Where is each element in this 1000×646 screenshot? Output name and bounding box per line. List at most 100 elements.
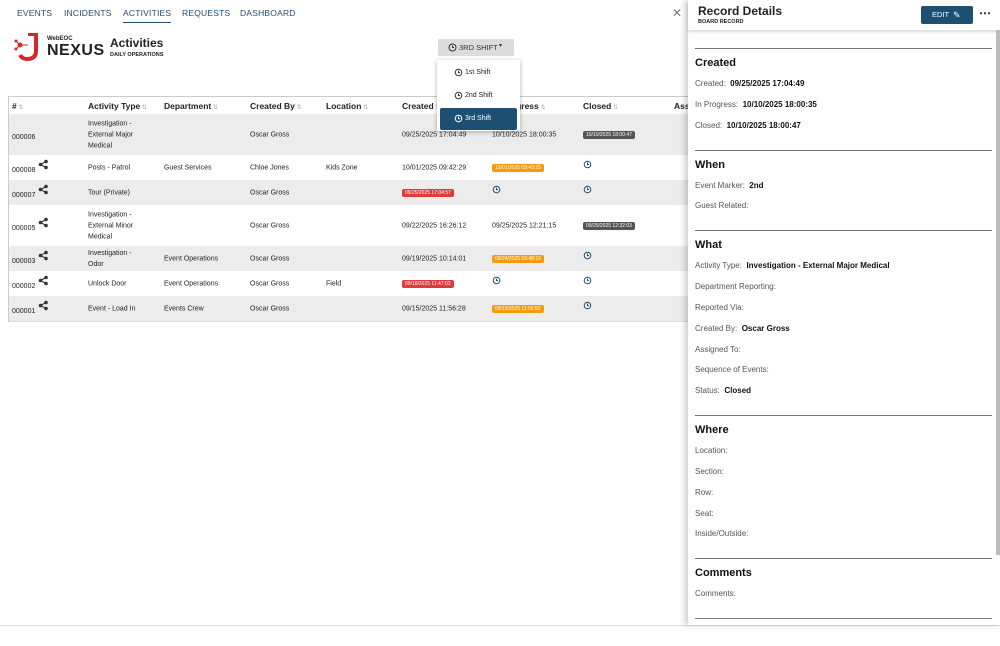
field: Closed: 10/10/2025 18:00:47 <box>695 121 801 130</box>
shift-option[interactable]: 1st Shift <box>440 62 517 84</box>
page-title: Activities <box>110 36 164 50</box>
column-header[interactable]: Created By ⇅ <box>250 101 302 111</box>
status-badge: 09/24/2025 09:48:16 <box>492 254 544 263</box>
nav-tab[interactable]: INCIDENTS <box>64 8 112 18</box>
brand-name: NEXUS <box>47 42 105 59</box>
section-divider <box>695 48 992 49</box>
table-row[interactable]: 000006 Investigation - External Major Med… <box>9 114 709 156</box>
column-header[interactable]: Closed ⇅ <box>583 101 619 111</box>
department: Event Operations <box>164 280 219 287</box>
record-id: 000005 <box>12 224 36 232</box>
field: Status: Closed <box>695 386 751 395</box>
share-icon <box>38 217 48 227</box>
record-id: 000006 <box>12 133 36 141</box>
field-label: Created: <box>695 79 726 88</box>
sort-icon[interactable]: ⇅ <box>361 105 369 111</box>
section-heading: What <box>695 239 722 252</box>
record-id: 000008 <box>12 166 36 174</box>
section-divider <box>695 618 992 619</box>
field-value: Oscar Gross <box>741 323 790 333</box>
record-panel: Record Details BOARD RECORD EDIT ✎ ⋯ Cre… <box>688 0 1000 625</box>
shift-option[interactable]: 2nd Shift <box>440 85 517 107</box>
created-by: Oscar Gross <box>250 189 290 196</box>
table-row[interactable]: 000007 Tour (Private) Oscar Gross 09/25/202… <box>9 180 709 206</box>
location: Kids Zone <box>326 164 358 171</box>
shift-option-label: 3rd Shift <box>465 115 492 122</box>
activity-type: Investigation - External Major Medical <box>88 120 134 149</box>
panel-header: Record Details BOARD RECORD EDIT ✎ ⋯ <box>688 0 1000 30</box>
field: Row: <box>695 488 713 497</box>
table-row[interactable]: 000005 Investigation - External Minor Med… <box>9 205 709 247</box>
field-value: Closed <box>724 386 752 396</box>
column-header[interactable]: Activity Type ⇅ <box>88 101 147 111</box>
section-divider <box>695 415 992 417</box>
field: Seat: <box>695 509 714 518</box>
share-icon <box>38 250 48 260</box>
column-header[interactable]: Location ⇅ <box>326 101 369 111</box>
location: Field <box>326 280 342 287</box>
table-row[interactable]: 000001 Event - Load In Events Crew Oscar Gr… <box>9 296 709 322</box>
activity-type: Event - Load In <box>88 305 136 312</box>
department: Events Crew <box>164 305 204 312</box>
record-id: 000007 <box>12 191 36 199</box>
activity-type: Posts - Patrol <box>88 164 131 171</box>
section-heading: Where <box>695 424 729 437</box>
created-by: Oscar Gross <box>250 280 290 287</box>
scrollbar <box>996 30 1000 555</box>
sort-icon[interactable]: ⇅ <box>538 105 546 111</box>
nav-tab[interactable]: ACTIVITIES <box>123 8 172 23</box>
nav-tab[interactable]: EVENTS <box>17 8 53 18</box>
more-button[interactable]: ⋯ <box>979 6 991 20</box>
section-heading: When <box>695 158 725 171</box>
edit-button[interactable]: EDIT ✎ <box>921 6 973 24</box>
status-badge: 10/10/2025 18:00:47 <box>583 130 635 139</box>
status-badge: 09/18/2025 11:47:03 <box>402 279 454 288</box>
edit-label: EDIT <box>932 10 950 19</box>
field-label: Activity Type: <box>695 261 742 271</box>
field: Section: <box>695 467 724 476</box>
table-row[interactable]: 000008 Posts - Patrol Guest Services Chloe … <box>9 155 709 181</box>
field: Department Reporting: <box>695 282 776 291</box>
clock-icon <box>492 185 501 193</box>
timestamp: 09/25/2025 12:21:15 <box>492 222 557 229</box>
section-divider <box>695 558 992 560</box>
sort-icon[interactable]: ⇅ <box>140 105 147 111</box>
sort-icon[interactable]: ⇅ <box>611 105 619 111</box>
field: Reported Via: <box>695 303 744 312</box>
field-label: Seat: <box>695 508 714 518</box>
column-header[interactable]: Created ⇅ <box>402 101 440 111</box>
field: In Progress: 10/10/2025 18:00:35 <box>695 100 817 109</box>
sort-icon[interactable]: ⇅ <box>294 105 302 111</box>
field-label: Location: <box>695 446 728 456</box>
column-header[interactable]: Department ⇅ <box>164 101 218 111</box>
shift-menu: 1st Shift 2nd Shift 3rd Shift <box>437 60 520 131</box>
field-label: Assigned To: <box>695 344 741 354</box>
timestamp: 09/22/2025 16:26:12 <box>402 222 467 229</box>
activity-type: Tour (Private) <box>88 189 131 196</box>
nav-tab[interactable]: REQUESTS <box>182 8 231 18</box>
timestamp: 09/15/2025 11:56:28 <box>402 305 466 312</box>
department: Guest Services <box>164 164 212 171</box>
page-subtitle: DAILY OPERATIONS <box>110 52 164 58</box>
shift-option[interactable]: 3rd Shift <box>440 108 517 130</box>
timestamp: 10/10/2025 18:00:35 <box>492 131 557 138</box>
field-label: Section: <box>695 467 724 476</box>
field: Activity Type: Investigation - External … <box>695 261 890 270</box>
shift-button[interactable]: 3RD SHIFT ▾ <box>438 39 514 56</box>
brand-small: WebEOC <box>47 36 73 42</box>
share-icon <box>38 184 48 194</box>
table-row[interactable]: 000002 Unlock Door Event Operations Oscar G… <box>9 271 709 297</box>
field-value: 09/25/2025 17:04:49 <box>730 79 805 88</box>
field-value: 10/10/2025 18:00:35 <box>742 99 817 109</box>
nav-tab[interactable]: DASHBOARD <box>240 8 296 18</box>
sort-icon[interactable]: ⇅ <box>211 105 218 111</box>
status-badge: 10/01/2025 09:43:25 <box>492 163 544 172</box>
field: Guest Related: <box>695 201 748 210</box>
field-value: Investigation - External Major Medical <box>746 261 890 271</box>
sort-icon[interactable]: ⇅ <box>16 105 24 111</box>
column-header[interactable]: # ⇅ <box>12 101 24 111</box>
table-row[interactable]: 000003 Investigation - Odor Event Operatio… <box>9 246 709 272</box>
close-button[interactable]: ✕ <box>672 6 683 20</box>
share-icon <box>38 300 48 310</box>
